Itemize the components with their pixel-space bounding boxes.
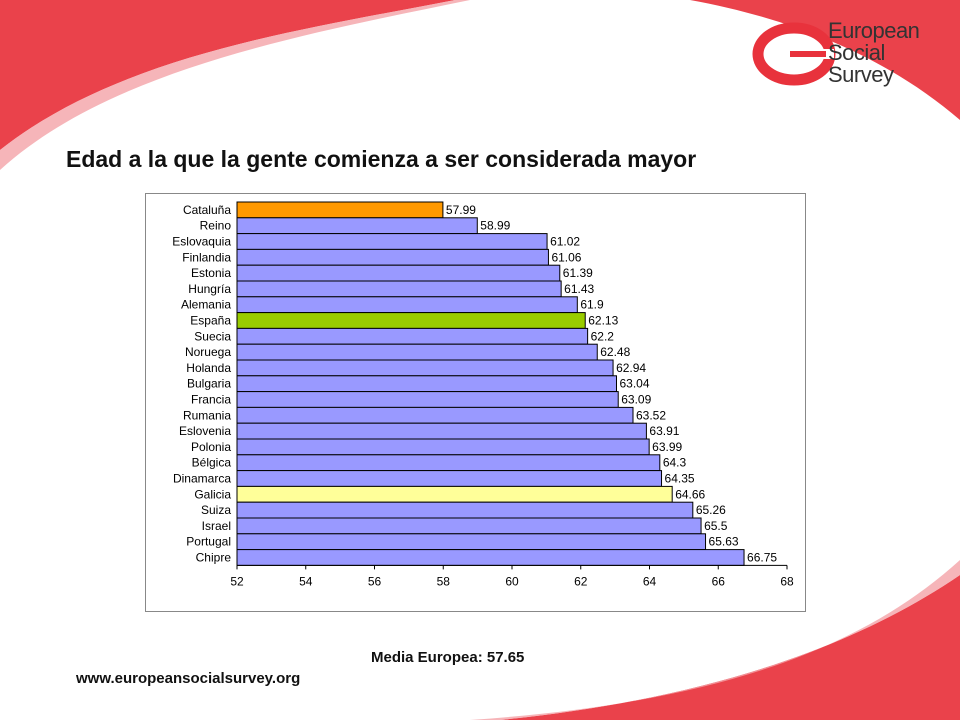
european-average-label: Media Europea: 57.65 bbox=[371, 649, 525, 666]
logo-text-survey: Survey bbox=[828, 62, 894, 87]
category-label-18: Galicia bbox=[194, 487, 231, 501]
ess-logo-mark bbox=[752, 22, 836, 86]
bar-4 bbox=[236, 264, 561, 282]
value-label-4: 61.39 bbox=[563, 266, 593, 280]
bar-15 bbox=[236, 438, 650, 456]
bar-6 bbox=[236, 296, 578, 314]
category-label-20: Israel bbox=[202, 519, 231, 533]
chart-title: Edad a la que la gente comienza a ser co… bbox=[66, 146, 697, 172]
value-label-13: 63.52 bbox=[636, 408, 666, 422]
bar-20 bbox=[236, 517, 702, 535]
category-label-2: Eslovaquia bbox=[172, 235, 231, 249]
category-label-6: Alemania bbox=[181, 298, 231, 312]
x-tick-label-0: 52 bbox=[230, 574, 244, 588]
bar-13 bbox=[236, 406, 634, 424]
value-label-15: 63.99 bbox=[652, 440, 682, 454]
x-tick-label-3: 58 bbox=[437, 574, 451, 588]
bar-2 bbox=[236, 233, 548, 250]
value-label-8: 62.2 bbox=[591, 329, 615, 343]
bar-10 bbox=[236, 359, 614, 377]
category-label-9: Noruega bbox=[185, 345, 231, 359]
category-label-3: Finlandia bbox=[182, 250, 231, 264]
bar-11 bbox=[236, 375, 617, 393]
value-label-16: 64.3 bbox=[663, 456, 687, 470]
x-tick-label-1: 54 bbox=[299, 574, 313, 588]
category-label-8: Suecia bbox=[194, 329, 231, 343]
bar-7 bbox=[236, 312, 586, 329]
category-label-21: Portugal bbox=[186, 535, 231, 549]
x-tick-label-4: 60 bbox=[505, 574, 519, 588]
bar-22 bbox=[236, 549, 745, 566]
bar-1 bbox=[236, 217, 478, 235]
bar-16 bbox=[236, 454, 661, 472]
value-label-9: 62.48 bbox=[600, 345, 630, 359]
x-tick-label-2: 56 bbox=[368, 574, 382, 588]
x-tick-label-5: 62 bbox=[574, 574, 588, 588]
value-label-20: 65.5 bbox=[704, 519, 728, 533]
website-url[interactable]: www.europeansocialsurvey.org bbox=[76, 670, 301, 687]
top-left-swoosh bbox=[0, 0, 455, 150]
bar-19 bbox=[236, 501, 694, 519]
value-label-19: 65.26 bbox=[696, 503, 726, 517]
category-label-5: Hungría bbox=[188, 282, 231, 296]
value-label-6: 61.9 bbox=[580, 298, 604, 312]
category-label-0: Cataluña bbox=[183, 203, 231, 217]
bar-21 bbox=[236, 533, 707, 551]
category-label-4: Estonia bbox=[191, 266, 231, 280]
category-label-13: Rumania bbox=[183, 408, 231, 422]
bottom-right-swoosh bbox=[500, 575, 960, 720]
category-label-15: Polonia bbox=[191, 440, 231, 454]
logo-text-social: Social bbox=[828, 40, 885, 65]
bar-9 bbox=[236, 343, 598, 361]
x-tick-label-7: 66 bbox=[712, 574, 726, 588]
value-label-5: 61.43 bbox=[564, 282, 594, 296]
value-label-12: 63.09 bbox=[621, 393, 651, 407]
logo-bar bbox=[790, 51, 826, 57]
value-label-17: 64.35 bbox=[665, 472, 695, 486]
bar-17 bbox=[236, 470, 663, 487]
bar-5 bbox=[236, 280, 562, 298]
value-label-2: 61.02 bbox=[550, 235, 580, 249]
logo-text-european: European bbox=[828, 18, 920, 43]
bar-8 bbox=[236, 327, 589, 345]
value-label-0: 57.99 bbox=[446, 203, 476, 217]
top-right-swoosh bbox=[690, 0, 960, 120]
category-label-14: Eslovenia bbox=[179, 424, 231, 438]
category-label-16: Bélgica bbox=[192, 456, 232, 470]
value-label-21: 65.63 bbox=[709, 535, 739, 549]
bar-14 bbox=[236, 422, 647, 440]
value-label-11: 63.04 bbox=[620, 377, 650, 391]
value-label-22: 66.75 bbox=[747, 551, 777, 565]
x-tick-label-8: 68 bbox=[780, 574, 794, 588]
category-label-12: Francia bbox=[191, 393, 231, 407]
x-tick-label-6: 64 bbox=[643, 574, 657, 588]
value-label-7: 62.13 bbox=[588, 314, 618, 328]
bar-3 bbox=[236, 248, 549, 266]
category-label-19: Suiza bbox=[201, 503, 231, 517]
bar-0 bbox=[236, 201, 444, 219]
category-label-7: España bbox=[190, 314, 231, 328]
value-label-18: 64.66 bbox=[675, 487, 705, 501]
category-label-17: Dinamarca bbox=[173, 472, 231, 486]
value-label-14: 63.91 bbox=[649, 424, 679, 438]
value-label-3: 61.06 bbox=[551, 250, 581, 264]
bar-18 bbox=[236, 485, 673, 503]
category-label-1: Reino bbox=[200, 219, 232, 233]
value-label-1: 58.99 bbox=[480, 219, 510, 233]
value-label-10: 62.94 bbox=[616, 361, 646, 375]
category-label-22: Chipre bbox=[196, 551, 232, 565]
bar-chart: Cataluña 57.99 Reino 58.99 Eslovaquia 61.02 Fi… bbox=[172, 201, 794, 588]
category-label-10: Holanda bbox=[186, 361, 231, 375]
bar-12 bbox=[236, 391, 619, 408]
category-label-11: Bulgaria bbox=[187, 377, 231, 391]
